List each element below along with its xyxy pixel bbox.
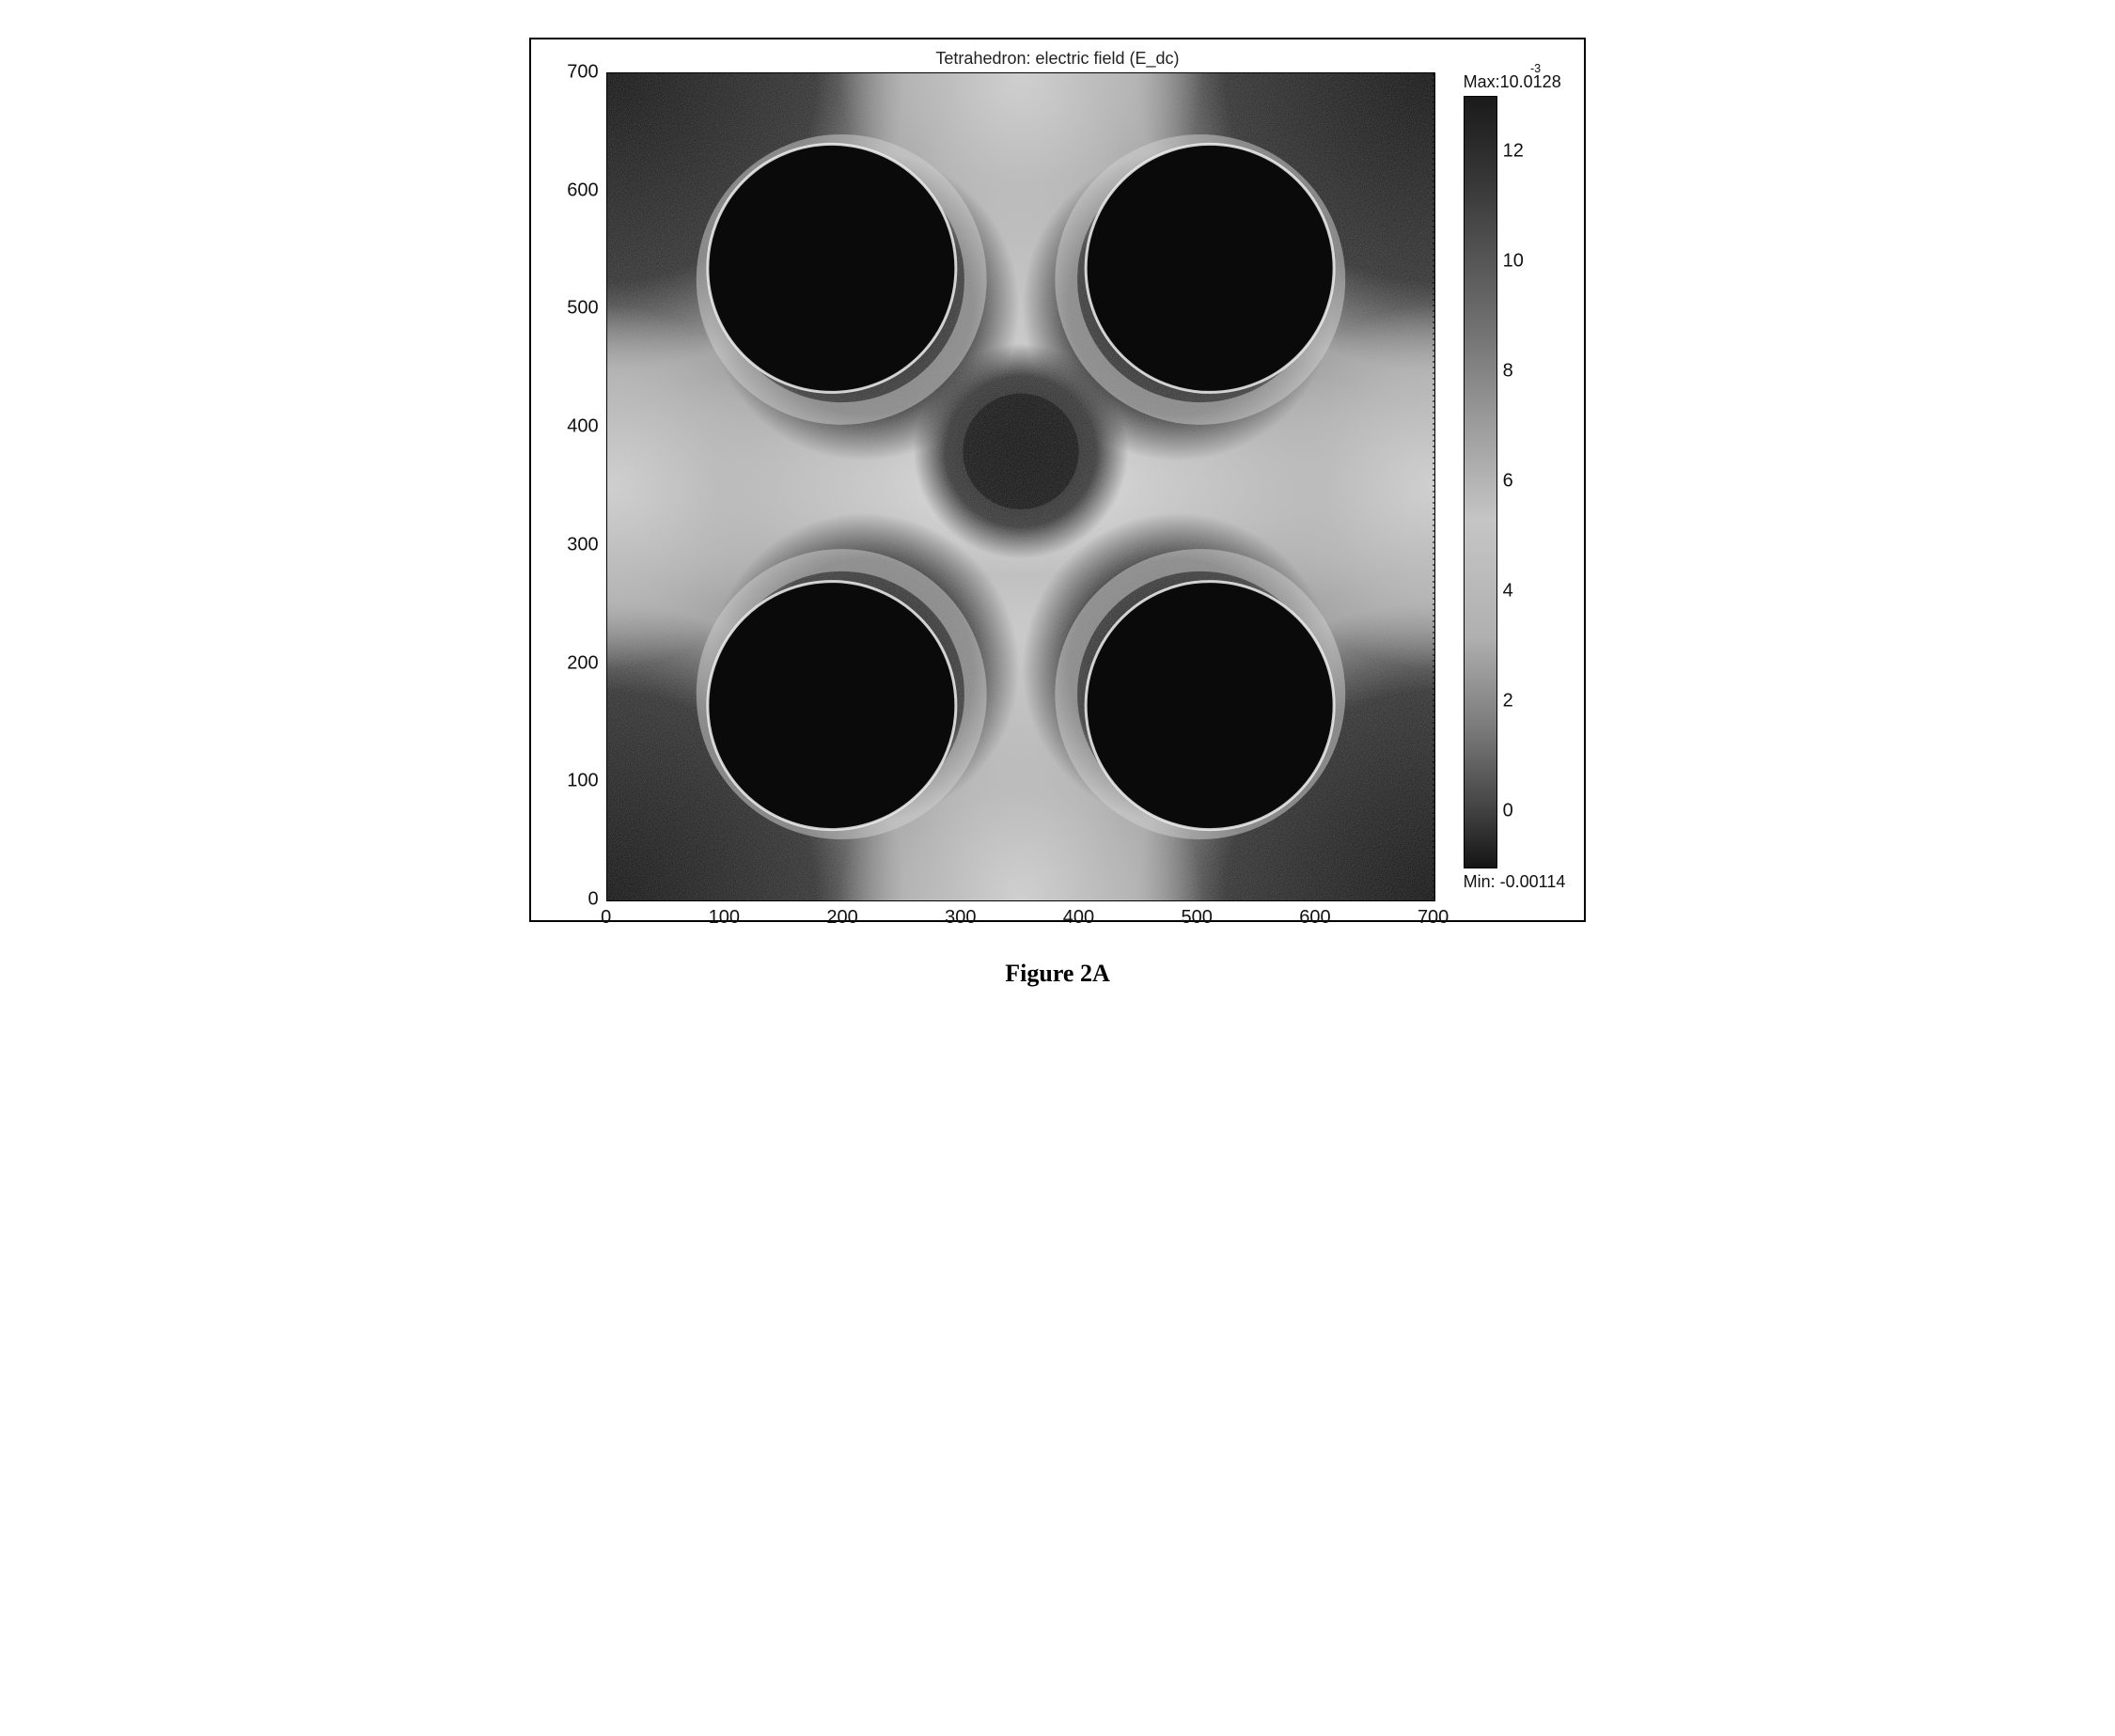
colorbar-tick-label: 4 (1503, 581, 1513, 602)
x-tick-label: 200 (826, 907, 857, 929)
y-tick-label: 0 (588, 889, 599, 911)
colorbar-body: 12 10 8 6 4 2 0 (1464, 96, 1541, 868)
colorbar-max-label: Max:10.0128-3 (1464, 72, 1561, 92)
x-tick-label: 0 (601, 907, 611, 929)
colorbar-tick-label: 12 (1503, 140, 1524, 162)
y-tick-label: 300 (567, 534, 598, 555)
colorbar-tick-label: 8 (1503, 360, 1513, 382)
colorbar-column: Max:10.0128-3 12 10 8 6 4 2 0 Min: -0.00114 (1464, 72, 1566, 892)
x-tick-label: 400 (1063, 907, 1094, 929)
colorbar-gradient (1464, 96, 1497, 868)
figure-caption: Figure 2A (1005, 960, 1109, 988)
colorbar-max-prefix: Max: (1464, 72, 1500, 91)
plot-title: Tetrahedron: electric field (E_dc) (550, 49, 1566, 69)
colorbar-tick-label: 10 (1503, 250, 1524, 272)
colorbar-tick-label: 6 (1503, 471, 1513, 493)
y-tick-label: 500 (567, 298, 598, 320)
y-tick-label: 700 (567, 62, 598, 84)
heatmap-svg (606, 72, 1435, 901)
colorbar-tick-label: 0 (1503, 801, 1513, 822)
figure-container: Tetrahedron: electric field (E_dc) 01002… (38, 38, 2077, 988)
plot-row: 0100200300400500600700010020030040050060… (550, 72, 1566, 901)
y-tick-label: 100 (567, 771, 598, 792)
y-tick-label: 400 (567, 416, 598, 438)
x-tick-label: 600 (1299, 907, 1330, 929)
colorbar-max-value: 10.0128 (1500, 72, 1561, 91)
plot-frame: Tetrahedron: electric field (E_dc) 01002… (529, 38, 1587, 922)
y-tick-label: 200 (567, 652, 598, 674)
x-tick-label: 500 (1182, 907, 1213, 929)
colorbar-min-label: Min: -0.00114 (1464, 872, 1566, 892)
x-tick-label: 100 (709, 907, 740, 929)
y-tick-label: 600 (567, 180, 598, 201)
axes-area: 0100200300400500600700010020030040050060… (606, 72, 1435, 901)
colorbar-tick-label: 2 (1503, 691, 1513, 712)
x-tick-label: 700 (1418, 907, 1449, 929)
x-tick-label: 300 (945, 907, 976, 929)
colorbar-ticks: 12 10 8 6 4 2 0 (1503, 96, 1541, 867)
